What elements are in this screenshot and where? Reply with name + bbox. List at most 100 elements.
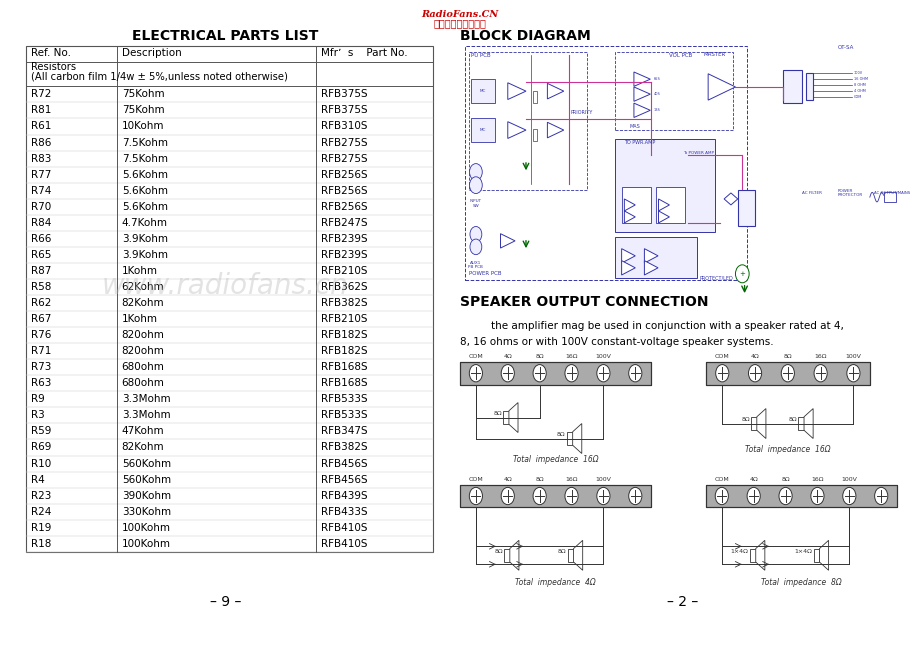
- Circle shape: [564, 365, 577, 382]
- Text: 5.6Kohm: 5.6Kohm: [121, 202, 167, 212]
- Text: RFB382S: RFB382S: [321, 443, 367, 452]
- Polygon shape: [547, 83, 563, 99]
- Bar: [813, 549, 819, 562]
- Bar: [460, 362, 651, 385]
- Circle shape: [469, 488, 482, 505]
- Circle shape: [628, 488, 641, 505]
- Text: AC FILTER: AC FILTER: [800, 191, 821, 195]
- Text: RFB456S: RFB456S: [321, 458, 367, 469]
- Bar: [749, 549, 754, 562]
- Text: POWER
PROTECTOR: POWER PROTECTOR: [837, 189, 862, 197]
- Bar: [614, 237, 696, 278]
- Text: R61: R61: [30, 122, 51, 132]
- Text: RFB210S: RFB210S: [321, 314, 367, 324]
- Bar: [782, 70, 800, 103]
- Text: R63: R63: [30, 378, 51, 388]
- Bar: [614, 52, 732, 130]
- Polygon shape: [621, 260, 635, 275]
- Text: 75Kohm: 75Kohm: [121, 105, 165, 115]
- Text: 3.3Mohm: 3.3Mohm: [121, 410, 170, 421]
- Text: 8, 16 ohms or with 100V constant-voltage speaker systems.: 8, 16 ohms or with 100V constant-voltage…: [460, 337, 773, 347]
- Polygon shape: [633, 72, 650, 87]
- Text: 47Kohm: 47Kohm: [121, 426, 165, 436]
- Text: R18: R18: [30, 539, 51, 549]
- Text: 16 OHM: 16 OHM: [853, 77, 867, 81]
- Text: COM: COM: [714, 354, 729, 359]
- Text: 4Ω: 4Ω: [748, 477, 757, 482]
- Polygon shape: [573, 540, 582, 570]
- Circle shape: [813, 365, 826, 382]
- Text: 8Ω: 8Ω: [780, 477, 789, 482]
- Circle shape: [469, 163, 482, 180]
- Text: RFB410S: RFB410S: [321, 539, 367, 549]
- Text: TO PWR.AMP: TO PWR.AMP: [623, 140, 654, 145]
- Polygon shape: [572, 424, 581, 454]
- Text: RFB239S: RFB239S: [321, 234, 367, 244]
- Text: RFB256S: RFB256S: [321, 202, 367, 212]
- Text: 7.5Kohm: 7.5Kohm: [121, 154, 167, 163]
- Text: RFB239S: RFB239S: [321, 250, 367, 260]
- Text: 75Kohm: 75Kohm: [121, 89, 165, 100]
- Bar: [471, 79, 494, 103]
- Text: Total  impedance  16Ω: Total impedance 16Ω: [512, 455, 597, 464]
- Text: RFB168S: RFB168S: [321, 378, 367, 388]
- Text: R86: R86: [30, 137, 51, 148]
- Text: R19: R19: [30, 523, 51, 533]
- Text: 3.9Kohm: 3.9Kohm: [121, 234, 167, 244]
- Polygon shape: [643, 260, 657, 275]
- Text: 1×4Ω: 1×4Ω: [730, 549, 748, 553]
- Text: 390Kohm: 390Kohm: [121, 491, 171, 501]
- Text: R67: R67: [30, 314, 51, 324]
- Polygon shape: [621, 249, 635, 263]
- Text: 820ohm: 820ohm: [121, 346, 165, 356]
- Bar: [566, 432, 572, 445]
- Bar: [460, 484, 651, 507]
- Bar: [469, 52, 587, 190]
- Circle shape: [596, 365, 609, 382]
- Polygon shape: [803, 409, 812, 439]
- Bar: [460, 484, 651, 507]
- Text: R74: R74: [30, 186, 51, 196]
- Bar: [532, 130, 537, 141]
- Bar: [503, 411, 508, 424]
- Text: RFB247S: RFB247S: [321, 218, 367, 228]
- Polygon shape: [658, 199, 669, 211]
- Text: AUX1
PB PCB: AUX1 PB PCB: [468, 260, 482, 270]
- Text: 82Kohm: 82Kohm: [121, 443, 165, 452]
- Bar: [471, 118, 494, 142]
- Text: PU PCB: PU PCB: [471, 53, 491, 59]
- Bar: [464, 46, 746, 280]
- Bar: [705, 362, 868, 385]
- Polygon shape: [708, 74, 734, 100]
- Polygon shape: [756, 409, 766, 439]
- Text: R71: R71: [30, 346, 51, 356]
- Bar: [532, 90, 537, 102]
- Text: 100V: 100V: [595, 477, 611, 482]
- Text: 100V: 100V: [841, 477, 857, 482]
- Polygon shape: [547, 122, 563, 138]
- Polygon shape: [507, 83, 526, 100]
- Circle shape: [501, 488, 514, 505]
- Text: 100V: 100V: [845, 354, 860, 359]
- Text: 8Ω: 8Ω: [535, 477, 543, 482]
- Polygon shape: [658, 211, 669, 223]
- Circle shape: [470, 227, 482, 242]
- Polygon shape: [643, 249, 657, 263]
- Text: R73: R73: [30, 362, 51, 372]
- Text: 1×4Ω: 1×4Ω: [794, 549, 811, 553]
- Circle shape: [469, 365, 482, 382]
- Text: 16Ω: 16Ω: [564, 477, 577, 482]
- Text: 100V: 100V: [853, 71, 862, 75]
- Text: 5.6Kohm: 5.6Kohm: [121, 186, 167, 196]
- Text: Total  impedance  8Ω: Total impedance 8Ω: [760, 578, 841, 587]
- Text: RFB362S: RFB362S: [321, 282, 367, 292]
- Circle shape: [780, 365, 793, 382]
- Text: R83: R83: [30, 154, 51, 163]
- Text: RFB182S: RFB182S: [321, 330, 367, 340]
- Text: (All carbon film 1/4w ± 5%,unless noted otherwise): (All carbon film 1/4w ± 5%,unless noted …: [30, 72, 288, 82]
- Text: POWER PCB: POWER PCB: [469, 271, 501, 275]
- Bar: [621, 187, 651, 223]
- Text: 8 OHM: 8 OHM: [853, 83, 865, 87]
- Text: R58: R58: [30, 282, 51, 292]
- Polygon shape: [500, 234, 515, 248]
